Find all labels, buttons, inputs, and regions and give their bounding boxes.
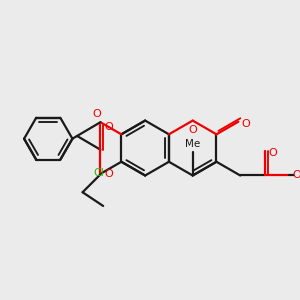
Text: Me: Me <box>185 139 200 149</box>
Text: O: O <box>188 125 197 135</box>
Text: O: O <box>268 148 277 158</box>
Text: O: O <box>104 122 112 132</box>
Text: O: O <box>104 169 112 179</box>
Text: O: O <box>92 110 101 119</box>
Text: O: O <box>242 118 250 129</box>
Text: O: O <box>292 170 300 181</box>
Text: Cl: Cl <box>93 168 104 178</box>
